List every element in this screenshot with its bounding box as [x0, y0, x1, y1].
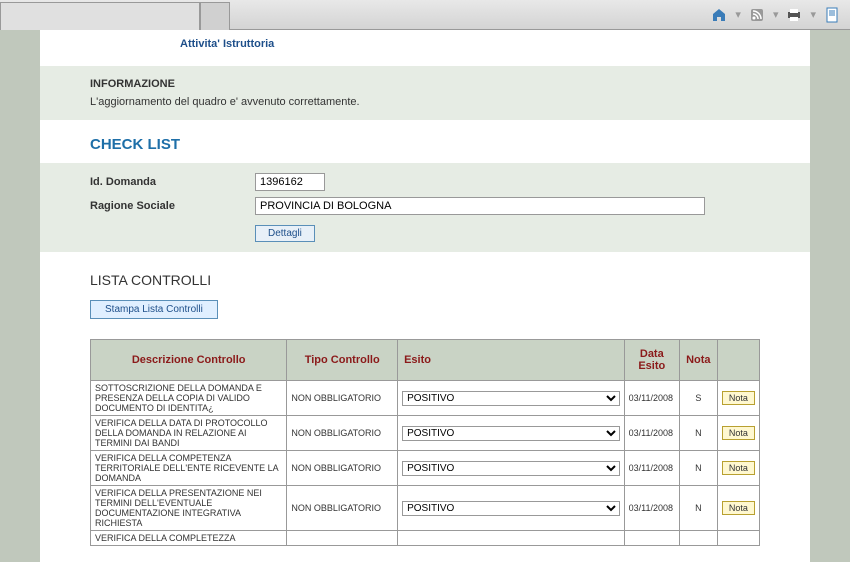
form-row-id: Id. Domanda [90, 173, 790, 191]
cell-descrizione: VERIFICA DELLA COMPETENZA TERRITORIALE D… [91, 451, 287, 486]
esito-select[interactable]: POSITIVO [402, 501, 620, 516]
cell-data-esito: 03/11/2008 [624, 451, 679, 486]
page-icon[interactable] [824, 7, 840, 23]
lista-controlli-title: LISTA CONTROLLI [40, 264, 810, 300]
cell-descrizione: VERIFICA DELLA DATA DI PROTOCOLLO DELLA … [91, 416, 287, 451]
cell-tipo: NON OBBLIGATORIO [287, 486, 398, 531]
cell-data-esito: 03/11/2008 [624, 486, 679, 531]
th-data-esito: Data Esito [624, 340, 679, 381]
info-message: L'aggiornamento del quadro e' avvenuto c… [90, 96, 790, 108]
nota-button[interactable]: Nota [722, 461, 755, 475]
cell-esito [398, 531, 625, 546]
page-wrapper: Attivita' Istruttoria INFORMAZIONE L'agg… [0, 30, 850, 562]
browser-tab[interactable] [0, 2, 200, 30]
cell-esito: POSITIVO [398, 486, 625, 531]
stampa-lista-button[interactable]: Stampa Lista Controlli [90, 300, 218, 319]
home-icon[interactable] [711, 7, 727, 23]
content-area: Attivita' Istruttoria INFORMAZIONE L'agg… [40, 30, 810, 562]
table-row: VERIFICA DELLA DATA DI PROTOCOLLO DELLA … [91, 416, 760, 451]
cell-esito: POSITIVO [398, 416, 625, 451]
cell-nota: N [679, 451, 717, 486]
nota-button[interactable]: Nota [722, 426, 755, 440]
cell-nota: N [679, 416, 717, 451]
th-esito: Esito [398, 340, 625, 381]
checklist-title: CHECK LIST [40, 132, 810, 163]
cell-nota: S [679, 381, 717, 416]
table-row: VERIFICA DELLA COMPETENZA TERRITORIALE D… [91, 451, 760, 486]
th-nota: Nota [679, 340, 717, 381]
nav-link-attivita[interactable]: Attivita' Istruttoria [40, 30, 810, 58]
cell-tipo: NON OBBLIGATORIO [287, 381, 398, 416]
cell-action: Nota [717, 451, 759, 486]
toolbar-separator: ▾ [773, 8, 779, 21]
id-domanda-label: Id. Domanda [90, 176, 255, 188]
table-row: VERIFICA DELLA COMPLETEZZA [91, 531, 760, 546]
cell-data-esito: 03/11/2008 [624, 381, 679, 416]
form-row-ragione: Ragione Sociale [90, 197, 790, 215]
cell-nota: N [679, 486, 717, 531]
cell-tipo: NON OBBLIGATORIO [287, 451, 398, 486]
esito-select[interactable]: POSITIVO [402, 426, 620, 441]
cell-descrizione: VERIFICA DELLA COMPLETEZZA [91, 531, 287, 546]
cell-tipo [287, 531, 398, 546]
ragione-sociale-input[interactable] [255, 197, 705, 215]
cell-action: Nota [717, 381, 759, 416]
feed-icon[interactable] [749, 7, 765, 23]
th-tipo: Tipo Controllo [287, 340, 398, 381]
nota-button[interactable]: Nota [722, 391, 755, 405]
th-action [717, 340, 759, 381]
table-row: VERIFICA DELLA PRESENTAZIONE NEI TERMINI… [91, 486, 760, 531]
browser-tab-new[interactable] [200, 2, 230, 30]
cell-nota [679, 531, 717, 546]
controls-table: Descrizione Controllo Tipo Controllo Esi… [90, 339, 760, 546]
nota-button[interactable]: Nota [722, 501, 755, 515]
id-domanda-input[interactable] [255, 173, 325, 191]
cell-action: Nota [717, 416, 759, 451]
cell-action [717, 531, 759, 546]
cell-tipo: NON OBBLIGATORIO [287, 416, 398, 451]
info-box: INFORMAZIONE L'aggiornamento del quadro … [40, 66, 810, 120]
esito-select[interactable]: POSITIVO [402, 391, 620, 406]
cell-descrizione: VERIFICA DELLA PRESENTAZIONE NEI TERMINI… [91, 486, 287, 531]
cell-data-esito [624, 531, 679, 546]
info-title: INFORMAZIONE [90, 78, 790, 90]
cell-esito: POSITIVO [398, 451, 625, 486]
print-icon[interactable] [786, 7, 802, 23]
table-row: SOTTOSCRIZIONE DELLA DOMANDA E PRESENZA … [91, 381, 760, 416]
form-area: Id. Domanda Ragione Sociale Dettagli [40, 163, 810, 252]
tab-area [0, 0, 230, 30]
cell-esito: POSITIVO [398, 381, 625, 416]
dettagli-button[interactable]: Dettagli [255, 225, 315, 242]
esito-select[interactable]: POSITIVO [402, 461, 620, 476]
cell-descrizione: SOTTOSCRIZIONE DELLA DOMANDA E PRESENZA … [91, 381, 287, 416]
toolbar-icons: ▾ ▾ ▾ [711, 7, 840, 23]
toolbar-separator: ▾ [810, 8, 816, 21]
browser-toolbar: ▾ ▾ ▾ [0, 0, 850, 30]
ragione-sociale-label: Ragione Sociale [90, 200, 255, 212]
cell-action: Nota [717, 486, 759, 531]
toolbar-separator: ▾ [735, 8, 741, 21]
th-descrizione: Descrizione Controllo [91, 340, 287, 381]
table-header-row: Descrizione Controllo Tipo Controllo Esi… [91, 340, 760, 381]
cell-data-esito: 03/11/2008 [624, 416, 679, 451]
